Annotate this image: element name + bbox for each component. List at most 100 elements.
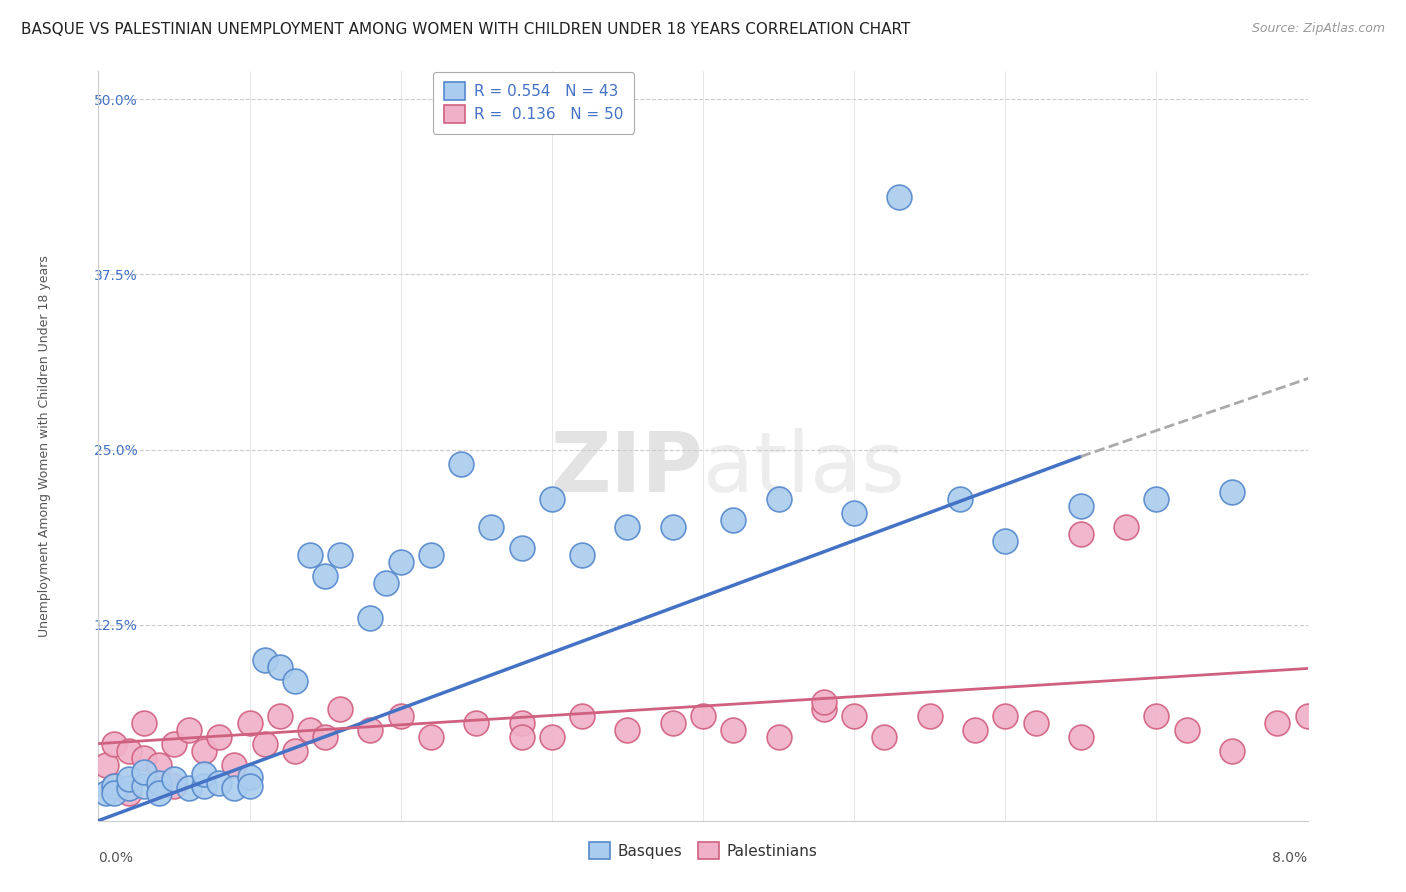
Text: 8.0%: 8.0%: [1272, 851, 1308, 864]
Text: 0.0%: 0.0%: [98, 851, 134, 864]
Point: [994, 533, 1017, 548]
Point: [118, 772, 141, 786]
Point: [103, 779, 125, 793]
Point: [103, 737, 125, 751]
Point: [616, 723, 638, 737]
Point: [510, 541, 533, 555]
Text: BASQUE VS PALESTINIAN UNEMPLOYMENT AMONG WOMEN WITH CHILDREN UNDER 18 YEARS CORR: BASQUE VS PALESTINIAN UNEMPLOYMENT AMONG…: [21, 22, 911, 37]
Point: [389, 555, 412, 569]
Point: [329, 701, 352, 715]
Text: atlas: atlas: [703, 428, 904, 509]
Point: [224, 781, 246, 796]
Point: [163, 737, 186, 751]
Point: [374, 575, 396, 590]
Point: [163, 779, 186, 793]
Point: [813, 695, 835, 709]
Point: [299, 548, 322, 562]
Point: [768, 730, 790, 744]
Point: [723, 723, 745, 737]
Point: [661, 715, 683, 730]
Point: [132, 715, 155, 730]
Point: [253, 737, 276, 751]
Text: Unemployment Among Women with Children Under 18 years: Unemployment Among Women with Children U…: [38, 255, 51, 637]
Point: [239, 715, 262, 730]
Point: [314, 730, 336, 744]
Point: [94, 757, 117, 772]
Point: [965, 723, 987, 737]
Point: [148, 757, 170, 772]
Point: [224, 757, 246, 772]
Point: [253, 652, 276, 666]
Point: [179, 723, 201, 737]
Point: [193, 767, 215, 781]
Point: [284, 673, 307, 688]
Point: [465, 715, 488, 730]
Point: [163, 772, 186, 786]
Point: [873, 730, 896, 744]
Point: [360, 723, 382, 737]
Point: [420, 730, 443, 744]
Point: [510, 730, 533, 744]
Point: [103, 779, 125, 793]
Point: [1175, 723, 1198, 737]
Point: [103, 786, 125, 800]
Point: [132, 750, 155, 764]
Point: [889, 190, 911, 204]
Point: [1070, 526, 1092, 541]
Point: [118, 743, 141, 757]
Point: [132, 779, 155, 793]
Point: [299, 723, 322, 737]
Point: [510, 715, 533, 730]
Point: [571, 548, 593, 562]
Point: [661, 519, 683, 533]
Point: [813, 701, 835, 715]
Point: [118, 781, 141, 796]
Point: [269, 659, 291, 673]
Point: [918, 708, 941, 723]
Point: [540, 491, 562, 506]
Point: [1025, 715, 1047, 730]
Point: [329, 548, 352, 562]
Point: [148, 786, 170, 800]
Point: [540, 730, 562, 744]
Point: [1296, 708, 1319, 723]
Point: [768, 491, 790, 506]
Text: Source: ZipAtlas.com: Source: ZipAtlas.com: [1251, 22, 1385, 36]
Point: [179, 781, 201, 796]
Point: [94, 786, 117, 800]
Legend: Basques, Palestinians: Basques, Palestinians: [582, 836, 824, 865]
Point: [132, 764, 155, 779]
Point: [284, 743, 307, 757]
Point: [193, 779, 215, 793]
Point: [616, 519, 638, 533]
Point: [420, 548, 443, 562]
Point: [571, 708, 593, 723]
Point: [269, 708, 291, 723]
Point: [723, 512, 745, 526]
Point: [193, 743, 215, 757]
Point: [450, 457, 472, 471]
Point: [239, 779, 262, 793]
Point: [314, 568, 336, 582]
Point: [844, 708, 866, 723]
Point: [1267, 715, 1289, 730]
Point: [994, 708, 1017, 723]
Point: [1115, 519, 1137, 533]
Point: [208, 730, 231, 744]
Point: [1220, 484, 1243, 499]
Point: [692, 708, 714, 723]
Point: [481, 519, 503, 533]
Point: [1070, 730, 1092, 744]
Point: [1070, 499, 1092, 513]
Point: [389, 708, 412, 723]
Point: [118, 786, 141, 800]
Point: [1220, 743, 1243, 757]
Point: [239, 770, 262, 784]
Point: [1146, 491, 1168, 506]
Point: [949, 491, 972, 506]
Point: [844, 506, 866, 520]
Text: ZIP: ZIP: [551, 428, 703, 509]
Point: [360, 610, 382, 624]
Point: [148, 776, 170, 790]
Point: [208, 776, 231, 790]
